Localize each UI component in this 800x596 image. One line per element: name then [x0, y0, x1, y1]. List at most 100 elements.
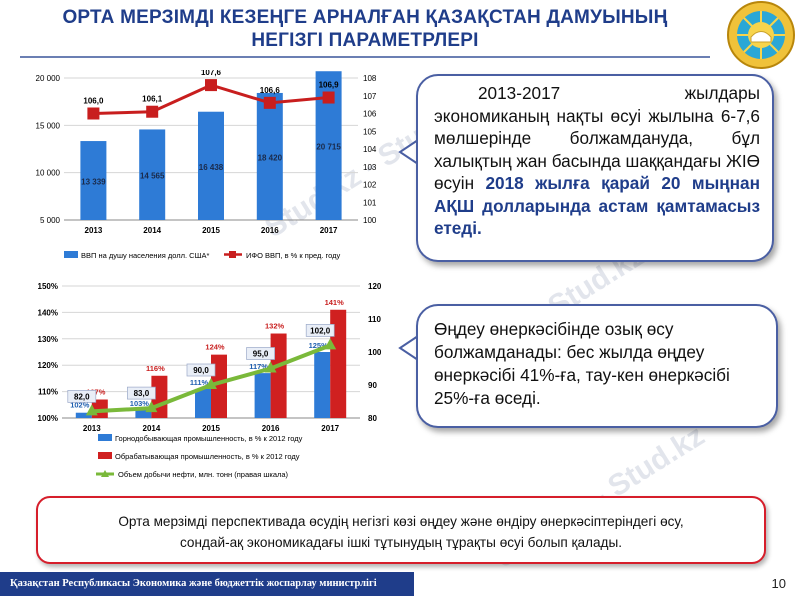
- y2-tick-label: 105: [363, 127, 377, 136]
- bar-value-label: 124%: [205, 343, 225, 352]
- page-number: 10: [771, 576, 786, 591]
- bar-value-label: 125%: [309, 341, 329, 350]
- line-point: [85, 404, 98, 416]
- bar-value-label: 20 715: [316, 143, 341, 152]
- industry-callout-text: Өңдеу өнеркәсібінде озық өсу болжамданад…: [434, 319, 730, 408]
- conclusion-line-1: Орта мерзімді перспективада өсудің негіз…: [118, 514, 684, 529]
- y-tick-label: 140%: [38, 308, 58, 317]
- y2-tick-label: 107: [363, 92, 377, 101]
- gdp-callout-text: 2013-2017 жылдары экономиканың нақты өсу…: [434, 83, 760, 193]
- x-tick-label: 2014: [143, 424, 161, 433]
- y-tick-label: 10 000: [36, 169, 61, 178]
- footer-ministry: Қазақстан Республикасы Экономика және бю…: [0, 572, 414, 596]
- title-divider: [20, 56, 710, 58]
- bar: [314, 352, 331, 418]
- bar-value-label: 102%: [70, 401, 90, 410]
- x-tick-label: 2014: [143, 226, 161, 235]
- line-value-label: 106,1: [142, 95, 163, 104]
- legend-label: Обрабатывающая промышленность, в % к 201…: [115, 452, 300, 461]
- bar-value-label: 141%: [325, 298, 345, 307]
- bar: [75, 412, 92, 418]
- bar-value-label: 111%: [190, 378, 209, 387]
- y2-tick-label: 100: [368, 348, 382, 357]
- x-tick-label: 2016: [262, 424, 280, 433]
- bar: [195, 388, 211, 418]
- x-tick-label: 2015: [202, 226, 220, 235]
- y-tick-label: 150%: [38, 282, 58, 291]
- y2-tick-label: 80: [368, 414, 377, 423]
- y2-tick-label: 103: [363, 163, 377, 172]
- line-label-box: [305, 324, 335, 337]
- line-point: [264, 361, 277, 373]
- gdp-growth-callout: 2013-2017 жылдары экономиканың нақты өсу…: [416, 74, 774, 262]
- bar-value-label: 116%: [146, 364, 165, 373]
- y2-tick-label: 100: [363, 216, 377, 225]
- line-point: [324, 338, 337, 350]
- conclusion-line-2: сондай-ақ экономикадағы ішкі тұтынудың т…: [179, 535, 623, 550]
- line-point: [87, 107, 100, 120]
- legend-label: ИФО ВВП, в % к пред. году: [246, 251, 340, 260]
- bar-value-label: 14 565: [140, 172, 165, 181]
- bar: [80, 141, 107, 220]
- line-value-label: 106,9: [319, 81, 340, 90]
- bar: [256, 92, 283, 220]
- legend-swatch: [101, 470, 109, 477]
- y-tick-label: 110%: [38, 388, 58, 397]
- x-tick-label: 2017: [321, 424, 339, 433]
- bar: [330, 309, 347, 418]
- line-value-label: 82,0: [74, 392, 90, 401]
- line-point: [145, 401, 158, 413]
- conclusion-box: Орта мерзімді перспективада өсудің негіз…: [36, 496, 766, 564]
- line-label-box: [186, 363, 216, 377]
- bar-value-label: 13 339: [81, 178, 106, 187]
- line-point: [205, 378, 217, 389]
- line-label-box: [246, 347, 275, 360]
- y2-tick-label: 108: [363, 74, 377, 83]
- x-tick-label: 2013: [83, 424, 101, 433]
- y2-tick-label: 90: [368, 381, 377, 390]
- bar: [198, 111, 224, 220]
- bar: [254, 373, 271, 418]
- legend-label: Горнодобывающая промышленность, в % к 20…: [115, 434, 303, 443]
- line-point: [322, 91, 335, 104]
- state-emblem-icon: [727, 1, 795, 69]
- line-value-label: 102,0: [310, 326, 331, 335]
- y2-tick-label: 106: [363, 110, 377, 119]
- line-label-box: [67, 390, 97, 403]
- y2-tick-label: 104: [363, 145, 377, 154]
- line-point: [263, 96, 276, 109]
- y-tick-label: 15 000: [36, 121, 61, 130]
- industry-growth-chart: 100% 110% 120% 130% 140% 150% 80 90 100 110 120 102…: [38, 282, 382, 479]
- legend-swatch: [98, 434, 112, 441]
- line-value-label: 83,0: [134, 389, 150, 398]
- line-point: [146, 105, 159, 118]
- y-tick-label: 130%: [38, 335, 58, 344]
- y2-tick-label: 120: [368, 282, 382, 291]
- y2-tick-label: 101: [363, 198, 377, 207]
- bar: [270, 333, 287, 418]
- page-title: ОРТА МЕРЗІМДІ КЕЗЕҢГЕ АРНАЛҒАН ҚАЗАҚСТАН…: [20, 6, 710, 52]
- legend-swatch: [229, 251, 236, 258]
- page-title-line-1: ОРТА МЕРЗІМДІ КЕЗЕҢГЕ АРНАЛҒАН ҚАЗАҚСТАН…: [62, 7, 668, 28]
- x-tick-label: 2016: [261, 226, 279, 235]
- y-tick-label: 20 000: [36, 74, 61, 83]
- line-point: [205, 79, 217, 92]
- y-tick-label: 5 000: [40, 216, 61, 225]
- gdp-per-capita-chart: 5 000 10 000 15 000 20 000 100 101 102 103 104 10…: [36, 70, 377, 260]
- x-tick-label: 2013: [85, 226, 103, 235]
- bar-value-label: 103%: [130, 399, 150, 408]
- bar-value-label: 132%: [265, 322, 285, 331]
- bar: [135, 410, 152, 418]
- x-tick-label: 2015: [202, 424, 220, 433]
- line-value-label: 107,6: [201, 70, 222, 77]
- legend-swatch: [64, 251, 78, 258]
- line-label-box: [127, 386, 156, 400]
- y-tick-label: 100%: [38, 414, 58, 423]
- legend-swatch: [98, 452, 112, 459]
- legend-label: Объем добычи нефти, млн. тонн (правая шк…: [118, 470, 289, 479]
- line-value-label: 106,6: [260, 86, 281, 95]
- bar-value-label: 16 438: [199, 163, 224, 172]
- line-value-label: 90,0: [193, 366, 209, 375]
- y2-tick-label: 102: [363, 181, 377, 190]
- page-title-line-2: НЕГІЗГІ ПАРАМЕТРЛЕРІ: [251, 30, 479, 51]
